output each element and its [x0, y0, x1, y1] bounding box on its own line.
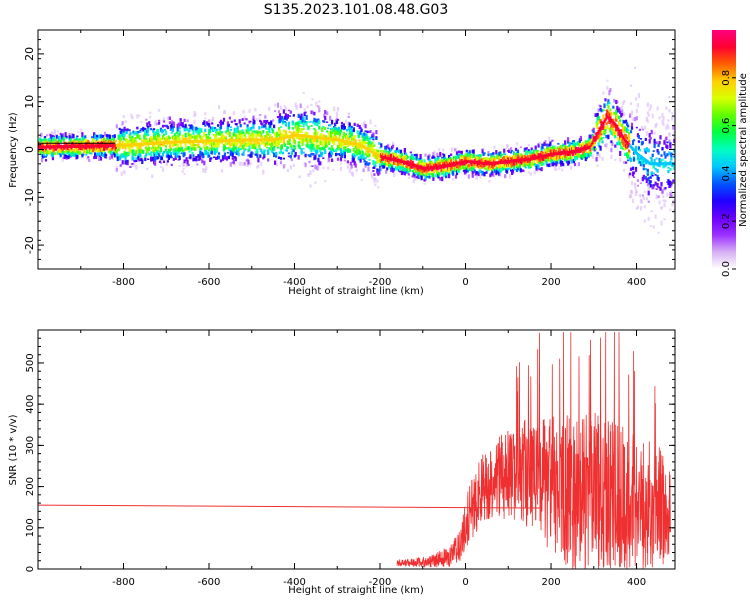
colorbar: 0.0 0.2 0.4 0.6 0.8 Normalized spectral ampl… [712, 30, 749, 277]
snr-baseline-line [38, 504, 543, 509]
snr-series-line [396, 332, 671, 569]
snr-y-tick-label: 200 [25, 477, 36, 496]
snr-x-tick-label: -400 [283, 577, 306, 588]
spectrogram-x-tick-label: -800 [112, 277, 135, 288]
spectrogram-y-tick-label: 0 [23, 146, 36, 153]
snr-y-axis-label: SNR (10 * v/v) [8, 414, 19, 485]
spectrogram-y-tick-label: -20 [23, 236, 36, 254]
snr-x-ticks: -800 -600 -400 -200 0 200 400 [37, 330, 646, 588]
spectrogram-x-tick-label: 0 [462, 277, 468, 288]
spectrogram-x-axis-label: Height of straight line (km) [288, 286, 424, 297]
spectrogram-x-tick-label: 200 [541, 277, 560, 288]
colorbar-ticks: 0.0 0.2 0.4 0.6 0.8 [721, 70, 736, 277]
snr-x-axis-label: Height of straight line (km) [288, 585, 424, 596]
colorbar-tick-label: 0.4 [721, 165, 732, 181]
snr-y-tick-label: 400 [25, 395, 36, 414]
colorbar-tick-label: 0.8 [721, 70, 732, 86]
snr-series [38, 332, 671, 569]
snr-y-tick-label: 0 [25, 566, 36, 572]
colorbar-gradient [712, 30, 736, 269]
spectrogram-y-tick-label: 20 [23, 47, 36, 61]
spectrogram-y-tick-label: -10 [23, 188, 36, 206]
snr-y-tick-label: 500 [25, 353, 36, 372]
spectrogram-heatmap [38, 66, 675, 234]
spectrogram-y-axis-label: Frequency (Hz) [8, 112, 19, 188]
spectrogram-x-ticks: -800 -600 -400 -200 0 200 400 [37, 30, 646, 288]
colorbar-tick-label: 0.6 [721, 118, 732, 134]
spectrogram-x-tick-label: -400 [283, 277, 306, 288]
snr-y-ticks: 0 100 200 300 400 500 [25, 329, 675, 572]
snr-x-tick-label: 0 [462, 577, 468, 588]
spectrogram-x-tick-label: -200 [369, 277, 392, 288]
colorbar-tick-label: 0.2 [721, 213, 732, 229]
colorbar-label: Normalized spectral amplitude [738, 73, 749, 227]
snr-y-tick-label: 300 [25, 436, 36, 455]
snr-x-tick-label: -600 [198, 577, 221, 588]
spectrogram-y-ticks: -20 -10 0 10 20 [23, 29, 675, 270]
colorbar-tick-label: 0.0 [721, 261, 732, 277]
figure-title: S135.2023.101.08.48.G03 [263, 2, 449, 18]
snr-x-tick-label: 200 [541, 577, 560, 588]
snr-x-tick-label: -200 [369, 577, 392, 588]
spectrogram-y-tick-label: 10 [23, 95, 36, 109]
spectrogram-x-tick-label: 400 [627, 277, 646, 288]
snr-y-tick-label: 100 [25, 518, 36, 537]
spectrogram-plot: -800 -600 -400 -200 0 200 400 -20 -10 0 10 20 Heig… [8, 29, 676, 297]
snr-frame [37, 329, 676, 570]
snr-plot: -800 -600 -400 -200 0 200 400 0 100 200 300 400 500… [8, 329, 676, 596]
snr-x-tick-label: 400 [627, 577, 646, 588]
snr-x-tick-label: -800 [112, 577, 135, 588]
spectrogram-x-tick-label: -600 [198, 277, 221, 288]
